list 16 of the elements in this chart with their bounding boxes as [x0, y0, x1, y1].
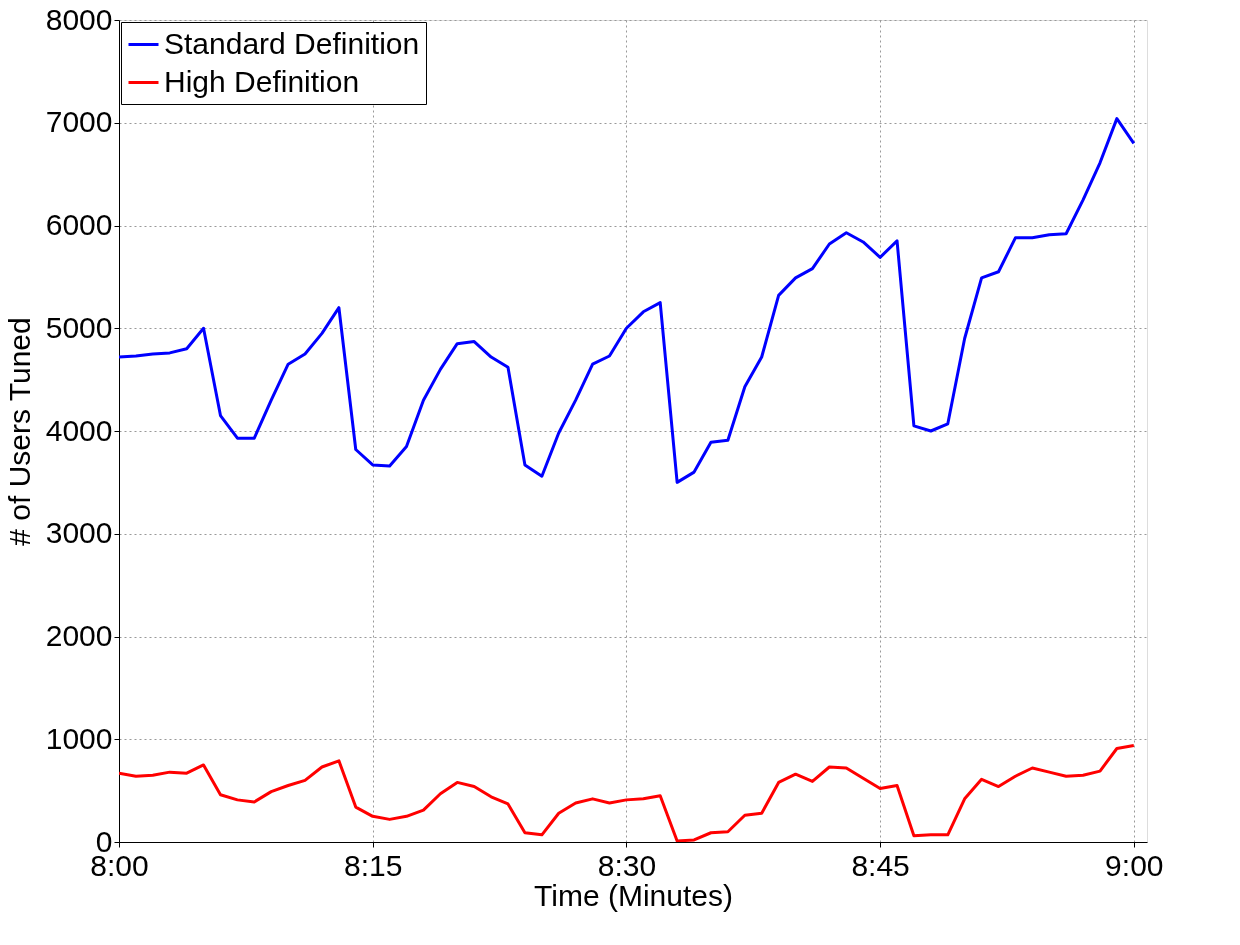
y-tick-label: 6000 — [45, 208, 113, 241]
y-axis-title: # of Users Tuned — [2, 317, 36, 546]
x-tick-label: 8:15 — [344, 848, 403, 882]
y-tick-label: 1000 — [45, 721, 113, 755]
x-tick-label: 9:00 — [1105, 848, 1164, 882]
y-tick-label: 4000 — [45, 413, 113, 447]
y-tick-label: 8000 — [45, 2, 113, 36]
legend-label: Standard Definition — [164, 26, 420, 60]
line-series — [119, 743, 1136, 842]
y-tick-label: 7000 — [45, 105, 113, 139]
y-tick-label: 2000 — [45, 619, 113, 652]
legend-label: High Definition — [164, 64, 360, 98]
x-tick-label: 8:45 — [851, 848, 910, 882]
y-tick-label: 5000 — [45, 310, 113, 344]
line-series — [119, 117, 1136, 484]
y-tick-label: 3000 — [45, 516, 113, 550]
